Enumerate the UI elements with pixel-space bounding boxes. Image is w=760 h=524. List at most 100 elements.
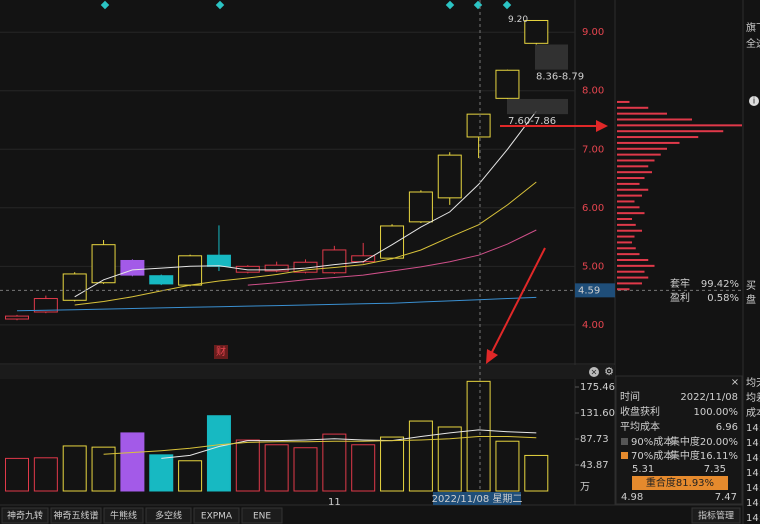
sidebar-item: 14: [746, 423, 760, 434]
tab-label: EXPMA [201, 512, 233, 522]
chip-bar [617, 165, 649, 168]
info-value: 100.00% [694, 407, 739, 418]
settings-icon[interactable]: ⚙ [604, 365, 614, 378]
chip-bar [617, 118, 692, 121]
chip-bar [617, 153, 661, 156]
tab[interactable] [241, 507, 283, 524]
candle-body [206, 254, 231, 267]
tab[interactable] [145, 507, 192, 524]
chip-bar [617, 182, 640, 185]
sidebar-item: 均差 [746, 391, 760, 404]
y-tick-label: 6.00 [582, 203, 604, 214]
date-tag [433, 492, 521, 505]
chip-bar [617, 124, 742, 127]
chip-bar [617, 106, 649, 109]
info-key: 时间 [620, 390, 640, 403]
volume-header [0, 365, 615, 379]
candle-body [380, 225, 405, 259]
chip-bar [617, 147, 667, 150]
chip-bar [617, 136, 699, 139]
volume-bar [91, 446, 116, 492]
candle-body [178, 255, 203, 286]
sidebar-item: 盘 [746, 293, 756, 306]
volume-tick-label: 131.60 [580, 408, 615, 419]
event-badge[interactable] [214, 345, 228, 359]
volume-bar [62, 445, 87, 492]
chip-bar [617, 188, 649, 191]
info-icon-bg [749, 96, 759, 106]
chip-bar [617, 264, 655, 267]
tab-label: 神奇五线谱 [53, 510, 98, 522]
info-key: 收盘获利 [620, 405, 660, 418]
volume-bar [408, 420, 433, 492]
volume-bar [437, 426, 462, 492]
volume-bar [322, 433, 347, 492]
trapped-value: 99.42% [701, 279, 739, 290]
x-tick-label: 11 [328, 497, 341, 508]
price-tag [575, 283, 615, 298]
range-high: 7.35 [704, 464, 726, 475]
sidebar-item: 14: [746, 483, 760, 494]
info-close[interactable]: × [731, 377, 739, 388]
sidebar-item: 14: [746, 438, 760, 449]
tab-label: ENE [253, 512, 271, 522]
tab[interactable] [103, 507, 144, 524]
volume-bar [351, 444, 376, 492]
volume-bar [495, 440, 520, 492]
ma-line [74, 110, 537, 298]
candle-body [408, 191, 433, 223]
sidebar-item: 14: [746, 468, 760, 479]
volume-bar [524, 454, 549, 492]
ma-line [74, 181, 537, 306]
chip-bar [617, 282, 642, 285]
high-label: 9.20 [508, 15, 528, 25]
candle-body [5, 315, 29, 320]
close-icon[interactable] [589, 367, 599, 377]
tab[interactable] [691, 507, 741, 524]
chip-bar [617, 112, 667, 115]
arrows [486, 120, 608, 364]
candle-body [264, 264, 289, 272]
info-key: 70%成本 [631, 449, 673, 462]
chip-bar [617, 141, 680, 144]
gap-label: 8.36-8.79 [536, 72, 584, 83]
chip-bar [617, 235, 635, 238]
sidebar-item: 14: [746, 498, 760, 509]
candle-body [235, 265, 260, 273]
info-key: 90%成本 [631, 435, 673, 448]
chip-bar [617, 130, 724, 133]
tab[interactable] [50, 507, 102, 524]
tab[interactable] [193, 507, 240, 524]
candle-body [91, 244, 116, 284]
chip-bar [617, 218, 632, 221]
chip-bar [617, 171, 652, 174]
tab[interactable] [1, 507, 49, 524]
volume-ma-line [103, 436, 537, 455]
y-tick-label: 8.00 [582, 86, 604, 97]
chip-bar [617, 288, 630, 291]
profit-label: 盈利 [670, 292, 690, 304]
volume-unit: 万 [580, 482, 590, 493]
info-value: 集中度20.00% [670, 435, 738, 448]
gap-zone [507, 98, 568, 115]
chip-bar [617, 223, 636, 226]
info-box: × 时间 2022/11/08 收盘获利 100.00% 平均成本 6.96 9… [615, 375, 743, 505]
plot: 4.00 5.00 6.00 7.00 8.00 9.00 43.87 87.73 131.60… [0, 15, 742, 508]
chip-bar [617, 247, 636, 250]
sidebar-item: 14: [746, 513, 760, 524]
close-glyph: × [591, 368, 598, 377]
range-low: 4.98 [621, 492, 643, 503]
range-low: 5.31 [632, 464, 654, 475]
sidebar-item: 14: [746, 453, 760, 464]
candle-body [322, 249, 347, 274]
volume-bar [235, 439, 260, 492]
chip-bar [617, 229, 642, 232]
candle-body [293, 261, 318, 273]
tab-label: 指标管理 [698, 510, 734, 522]
sidebar-item: 成本 [746, 406, 760, 419]
chip-bar [617, 100, 630, 103]
chip-bar [617, 177, 645, 180]
chip-bar [617, 212, 645, 215]
overlap: 重合度81.93% [646, 476, 714, 489]
